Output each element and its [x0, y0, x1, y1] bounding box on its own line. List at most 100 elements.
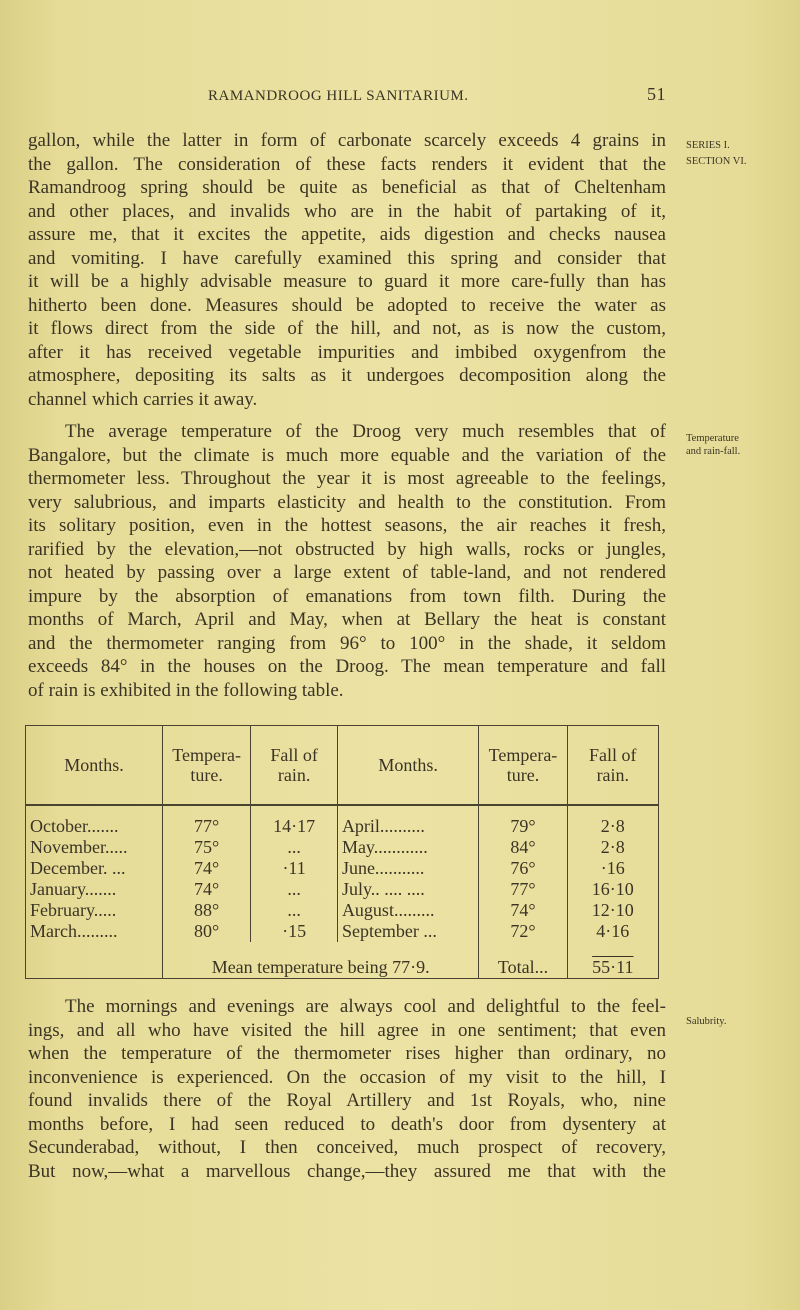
- table-cell: 4·16: [566, 921, 660, 942]
- text-line: it flows direct from the side of the hil…: [28, 318, 666, 339]
- text-line: and the thermometer ranging from 96° to …: [28, 632, 666, 654]
- table-cell: January.......: [25, 879, 163, 900]
- temperature-rainfall-table: Months. Tempera-ture. Fall of rain. Months.…: [25, 725, 660, 979]
- text-line: it will be a highly advisable measure to…: [28, 271, 666, 292]
- table-row: January....... 74°... July.. .... .... 77° 1…: [25, 879, 660, 900]
- column-header: Fall of rain.: [250, 725, 338, 806]
- text-line: thermometer less. Throughout the year it…: [28, 468, 666, 489]
- text-line: The average temperature of the Droog ver…: [65, 421, 666, 442]
- text-line: and vomiting. I have carefully examined …: [28, 247, 666, 269]
- text-line: and other places, and invalids who are i…: [28, 200, 666, 222]
- paragraph-3: The mornings and evenings are always coo…: [28, 995, 666, 1183]
- table-row: November..... 75°... May............ 84° 2·8: [25, 837, 660, 858]
- column-header: Tempera-ture.: [161, 725, 252, 806]
- temperature-note: Temperature: [686, 433, 739, 444]
- table-cell: [25, 942, 163, 979]
- table-cell: 14·17: [250, 805, 338, 837]
- table-cell: April..........: [336, 805, 480, 837]
- table-cell: ...: [250, 879, 338, 900]
- text-line: of rain is exhibited in the following ta…: [28, 679, 344, 701]
- table-cell: ...: [250, 837, 338, 858]
- table-cell: 88°: [161, 900, 252, 921]
- table-cell: ...: [250, 900, 338, 921]
- table-row: March......... 80° ·15 September ... 72° 4·16: [25, 921, 660, 942]
- margin-note-salubrity: Salubrity.: [686, 1015, 726, 1028]
- column-header: Tempera-ture.: [478, 725, 568, 806]
- table-cell: December. ...: [25, 858, 163, 879]
- table-cell: 75°: [161, 837, 252, 858]
- column-header: Fall of rain.: [566, 725, 660, 806]
- text-line: exceeds 84° in the houses on the Droog. …: [28, 656, 666, 677]
- table-cell: 74°: [161, 858, 252, 879]
- text-line: inconvenience is experienced. On the occ…: [28, 1066, 666, 1088]
- table-cell: May............: [336, 837, 480, 858]
- text-line: the gallon. The consideration of these f…: [28, 153, 666, 175]
- text-line: gallon, while the latter in form of carb…: [28, 130, 666, 151]
- table-cell: October.......: [25, 805, 163, 837]
- text-line: found invalids there of the Royal Artill…: [28, 1090, 666, 1111]
- text-line: when the temperature of the thermometer …: [28, 1043, 666, 1064]
- text-line: very salubrious, and imparts elasticity …: [28, 491, 666, 513]
- table-cell: 2·8: [566, 805, 660, 837]
- table-cell: 2·8: [566, 837, 660, 858]
- text-line: not heated by passing over a large exten…: [28, 562, 666, 583]
- text-line: Ramandroog spring should be quite as ben…: [28, 177, 666, 198]
- rainfall-note: and rain-fall.: [686, 446, 741, 457]
- table-cell: 80°: [161, 921, 252, 942]
- table-cell: 12·10: [566, 900, 660, 921]
- text-line: its solitary position, even in the hotte…: [28, 515, 666, 536]
- running-title: RAMANDROOG HILL SANITARIUM.: [208, 88, 469, 104]
- text-line: The mornings and evenings are always coo…: [65, 996, 666, 1017]
- table-cell: September ...: [336, 921, 480, 942]
- text-line: impure by the absorption of emanations f…: [28, 585, 666, 607]
- table-cell: August.........: [336, 900, 480, 921]
- total-rainfall: 55·11: [566, 942, 660, 979]
- table-cell: ·11: [250, 858, 338, 879]
- table-cell: 77°: [161, 805, 252, 837]
- table-header-row: Months. Tempera-ture. Fall of rain. Months.…: [25, 725, 660, 806]
- table-cell: ·16: [566, 858, 660, 879]
- table-cell: ·15: [250, 921, 338, 942]
- text-line: rarified by the elevation,—not obstructe…: [28, 538, 666, 560]
- paragraph-2: The average temperature of the Droog ver…: [28, 420, 666, 702]
- salubrity-note: Salubrity.: [686, 1016, 727, 1027]
- margin-note-series: SERIES I. SECTION VI.: [686, 139, 746, 168]
- text-line: ings, and all who have visited the hill …: [28, 1019, 666, 1041]
- table-cell: 72°: [478, 921, 568, 942]
- paragraph-1: gallon, while the latter in form of carb…: [28, 129, 666, 411]
- table-cell: 16·10: [566, 879, 660, 900]
- text-line: assure me, that it excites the appetite,…: [28, 224, 666, 245]
- text-line: months before, I had seen reduced to dea…: [28, 1113, 666, 1135]
- table-footer-row: Mean temperature being 77·9. Total... 55·1…: [25, 942, 660, 979]
- series-label: SERIES I.: [686, 140, 730, 151]
- mean-temperature: Mean temperature being 77·9.: [161, 942, 480, 979]
- text-line: hitherto been done. Measures should be a…: [28, 294, 666, 316]
- table-row: October....... 77° 14·17 April.......... 79°…: [25, 805, 660, 837]
- text-line: atmosphere, depositing its salts as it u…: [28, 365, 666, 386]
- table-cell: 79°: [478, 805, 568, 837]
- table-cell: November.....: [25, 837, 163, 858]
- section-label: SECTION VI.: [686, 156, 747, 167]
- table-cell: 74°: [478, 900, 568, 921]
- table-cell: February.....: [25, 900, 163, 921]
- text-line: But now,—what a marvellous change,—they …: [28, 1160, 666, 1182]
- table-cell: 84°: [478, 837, 568, 858]
- total-label: Total...: [478, 942, 568, 979]
- table-row: February..... 88°... August......... 74° 12·…: [25, 900, 660, 921]
- table-cell: 76°: [478, 858, 568, 879]
- text-line: Secunderabad, without, I then conceived,…: [28, 1137, 666, 1158]
- table-cell: July.. .... ....: [336, 879, 480, 900]
- column-header: Months.: [336, 725, 480, 806]
- table-cell: 74°: [161, 879, 252, 900]
- page-number: 51: [647, 84, 666, 104]
- text-line: channel which carries it away.: [28, 388, 258, 410]
- table-row: December. ... 74° ·11 June........... 76° ·16: [25, 858, 660, 879]
- table-cell: 77°: [478, 879, 568, 900]
- column-header: Months.: [25, 725, 163, 806]
- margin-note-temperature: Temperature and rain-fall.: [686, 432, 740, 458]
- text-line: Bangalore, but the climate is much more …: [28, 444, 666, 466]
- text-line: after it has received vegetable impuriti…: [28, 341, 666, 363]
- table-cell: March.........: [25, 921, 163, 942]
- table-cell: June...........: [336, 858, 480, 879]
